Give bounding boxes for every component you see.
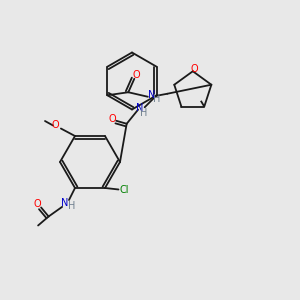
Text: H: H: [153, 94, 161, 104]
Text: O: O: [132, 70, 140, 80]
Text: O: O: [34, 199, 41, 209]
Text: O: O: [190, 64, 198, 74]
Text: H: H: [68, 201, 75, 211]
Text: O: O: [51, 120, 59, 130]
Text: N: N: [136, 103, 144, 113]
Text: H: H: [140, 108, 148, 118]
Text: Cl: Cl: [120, 185, 129, 195]
Text: O: O: [108, 114, 116, 124]
Text: N: N: [61, 198, 68, 208]
Text: N: N: [148, 90, 155, 100]
